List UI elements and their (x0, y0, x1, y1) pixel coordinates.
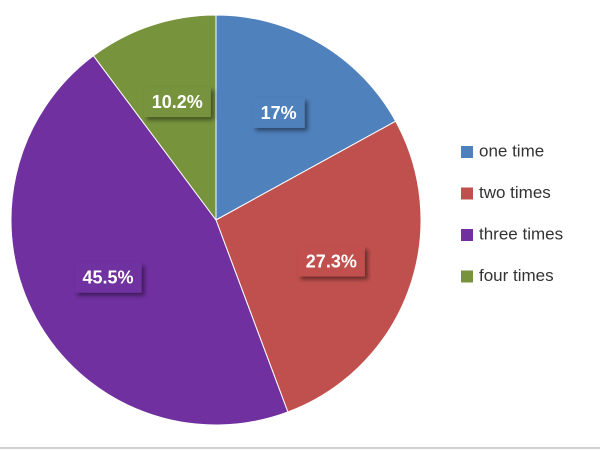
legend-swatch (461, 270, 473, 283)
pie-slice (92, 14, 217, 222)
data-label-box (74, 262, 142, 293)
data-label: 17% (261, 103, 297, 123)
legend-label: two times (479, 183, 551, 202)
data-label: 10.2% (152, 92, 203, 112)
data-label: 27.3% (306, 252, 357, 272)
legend-label: four times (479, 266, 554, 285)
pie-slice (215, 14, 397, 221)
data-label-box (143, 87, 211, 118)
legend: one time two times three times four times (461, 141, 563, 285)
data-label-box (297, 246, 365, 277)
legend-label: three times (479, 224, 563, 243)
data-label: 45.5% (83, 268, 134, 288)
data-labels: 17% 27.3% 45.5% 10.2% (74, 87, 365, 293)
pie (10, 14, 422, 426)
legend-swatch (461, 229, 473, 241)
pie-slice (10, 54, 289, 426)
legend-label: one time (479, 141, 544, 160)
legend-swatch (461, 146, 473, 158)
data-label-box (252, 97, 305, 128)
legend-swatch (461, 187, 473, 200)
